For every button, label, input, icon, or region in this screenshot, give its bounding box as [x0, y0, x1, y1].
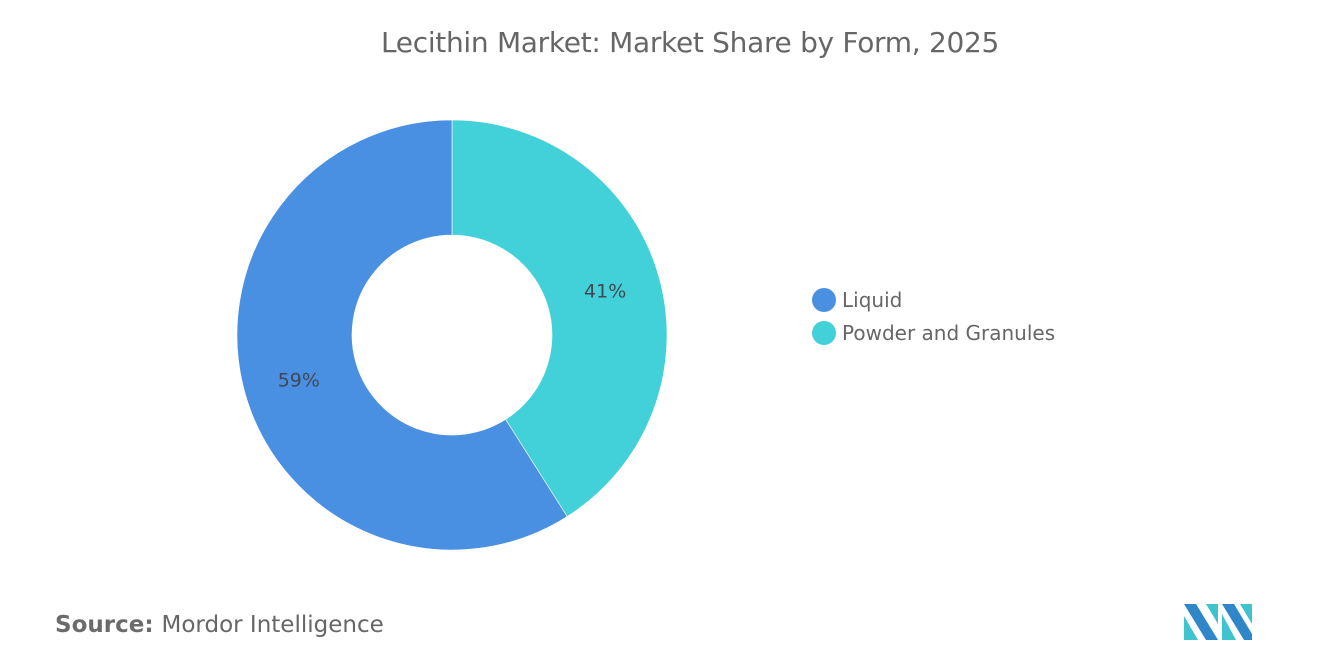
chart-title: Lecithin Market: Market Share by Form, 2…: [380, 26, 1000, 59]
legend-item-liquid[interactable]: Liquid: [812, 283, 1055, 316]
legend-swatch-icon: [812, 320, 836, 345]
donut-slice-liquid[interactable]: [236, 119, 568, 551]
source-note: Source: Mordor Intelligence: [55, 612, 384, 638]
donut-slice-powder-and-granules[interactable]: [451, 119, 668, 517]
source-value: Mordor Intelligence: [161, 612, 384, 638]
legend-label: Liquid: [842, 287, 903, 312]
donut-slices: [236, 119, 668, 551]
data-label: 41%: [584, 281, 626, 303]
mordor-intelligence-logo-icon: [1184, 604, 1252, 640]
donut-data-labels: 41% 59%: [278, 281, 627, 392]
legend: Liquid Powder and Granules: [812, 283, 1055, 349]
data-label: 59%: [278, 369, 320, 391]
legend-swatch-icon: [812, 287, 836, 312]
legend-label: Powder and Granules: [842, 320, 1056, 345]
legend-item-powder-and-granules[interactable]: Powder and Granules: [812, 316, 1055, 349]
source-label: Source:: [55, 612, 154, 638]
